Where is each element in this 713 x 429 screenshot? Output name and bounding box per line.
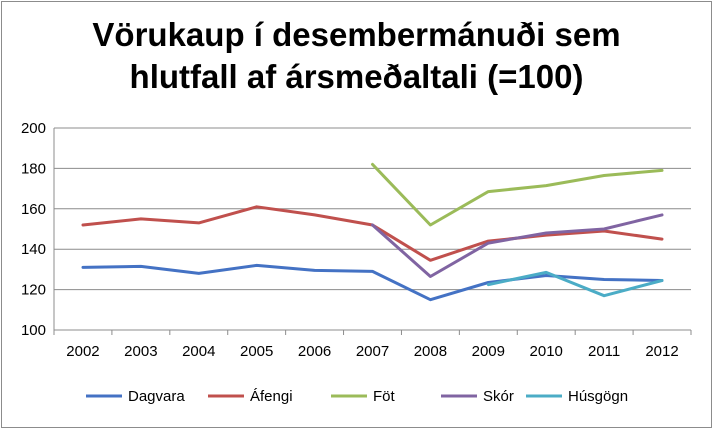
x-tick-label: 2004 <box>182 343 215 360</box>
chart-title-line-1: Vörukaup í desembermánuði sem <box>92 16 621 53</box>
y-tick-label: 120 <box>21 282 46 299</box>
y-tick-label: 200 <box>21 120 46 137</box>
x-tick-label: 2006 <box>298 343 331 360</box>
x-tick-label: 2005 <box>240 343 273 360</box>
series-line-föt <box>371 162 664 227</box>
x-tick-label: 2011 <box>588 343 620 360</box>
chart-title: Vörukaup í desembermánuði sem hlutfall a… <box>0 14 713 98</box>
y-tick-label: 180 <box>21 160 46 177</box>
chart-title-line-2: hlutfall af ársmeðaltali (=100) <box>129 58 584 95</box>
x-tick-label: 2010 <box>530 343 563 360</box>
y-tick-label: 160 <box>21 201 46 218</box>
legend-label: Föt <box>373 388 396 405</box>
x-tick-label: 2009 <box>472 343 505 360</box>
x-tick-label: 2012 <box>645 343 678 360</box>
legend-label: Dagvara <box>128 388 185 405</box>
series-line-áfengi <box>81 205 664 262</box>
x-tick-label: 2002 <box>66 343 99 360</box>
y-tick-label: 140 <box>21 241 46 258</box>
x-tick-label: 2003 <box>124 343 157 360</box>
series-line-dagvara <box>81 263 664 302</box>
legend-label: Skór <box>483 388 514 405</box>
legend-label: Húsgögn <box>568 388 628 405</box>
legend-label: Áfengi <box>250 388 293 405</box>
series-line-skór <box>371 213 664 278</box>
series-line-húsgögn <box>486 270 664 298</box>
x-tick-label: 2007 <box>356 343 389 360</box>
y-tick-label: 100 <box>21 322 46 339</box>
x-tick-label: 2008 <box>414 343 447 360</box>
